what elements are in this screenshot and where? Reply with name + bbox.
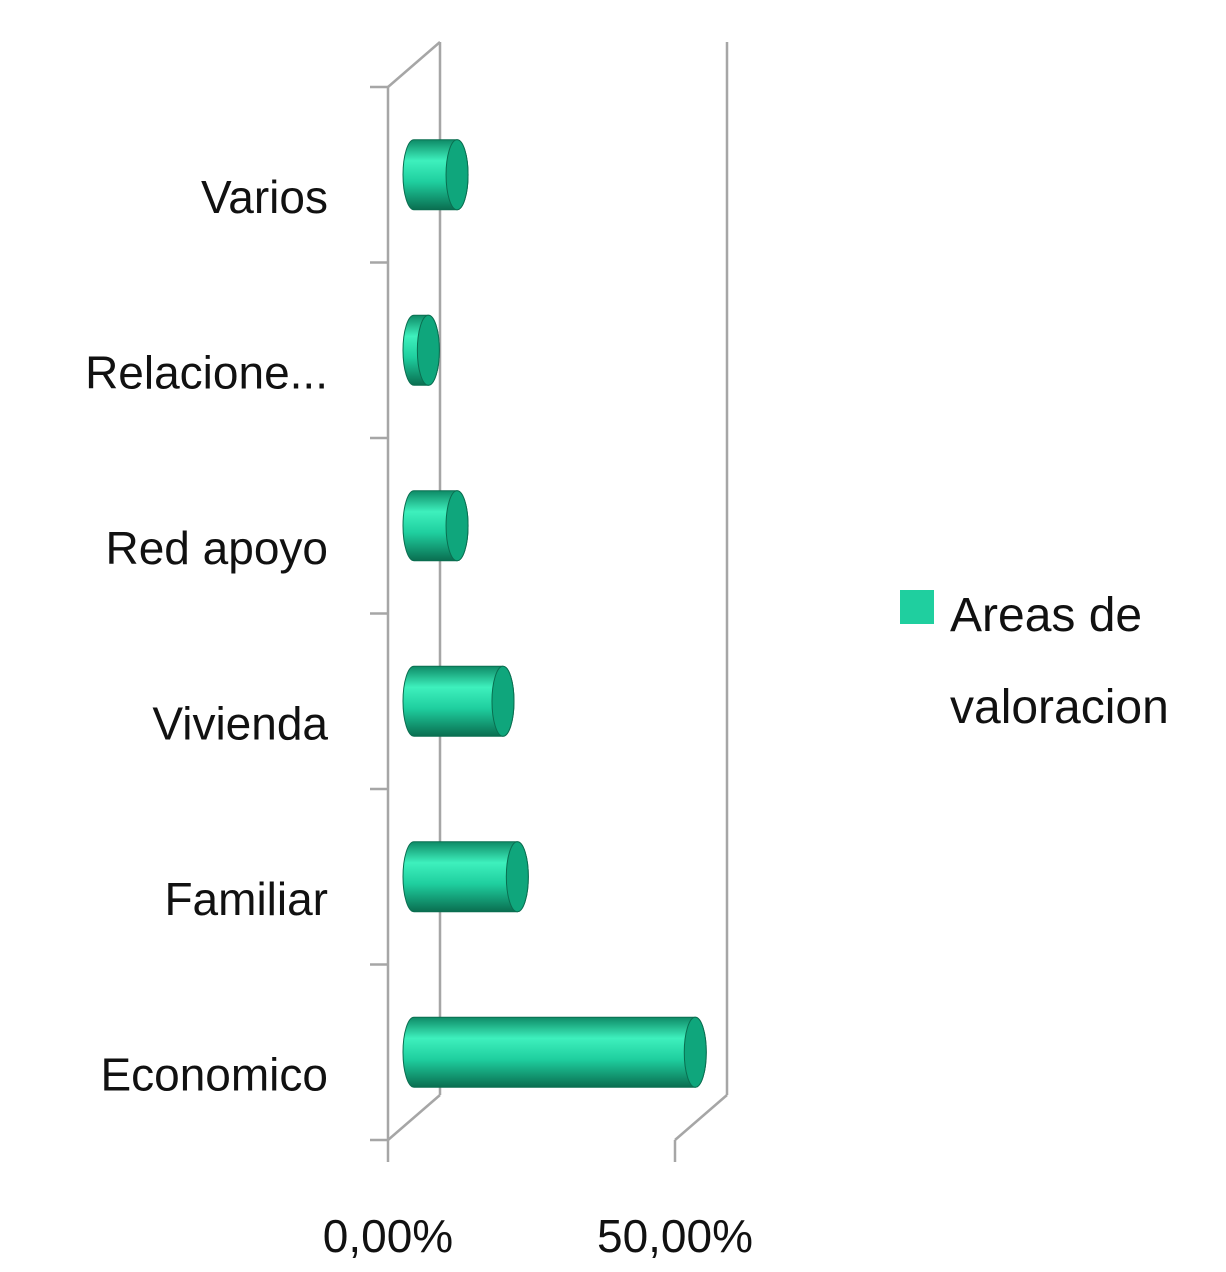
wall-edge xyxy=(387,41,441,88)
floor-edge xyxy=(674,1094,728,1141)
y-tick-label: Economico xyxy=(100,1048,328,1100)
y-tick-label: Varios xyxy=(201,171,328,223)
bar-cap xyxy=(445,490,469,562)
bar-cap xyxy=(505,841,529,913)
bar-cap xyxy=(445,139,469,211)
bar xyxy=(402,1016,707,1088)
x-tick-label: 0,00% xyxy=(323,1210,453,1262)
y-tick-label: Vivienda xyxy=(152,697,328,749)
legend-key xyxy=(900,590,934,624)
bar-cap xyxy=(416,314,440,386)
bar-cap xyxy=(683,1016,707,1088)
bar-cap xyxy=(491,665,515,737)
y-tick-label: Relacione... xyxy=(85,346,328,398)
y-tick-label: Red apoyo xyxy=(106,522,329,574)
legend-label: Areas de valoracion xyxy=(950,589,1169,734)
x-tick-label: 50,00% xyxy=(597,1210,753,1262)
y-tick-label: Familiar xyxy=(164,873,328,925)
floor-edge xyxy=(387,1094,441,1141)
